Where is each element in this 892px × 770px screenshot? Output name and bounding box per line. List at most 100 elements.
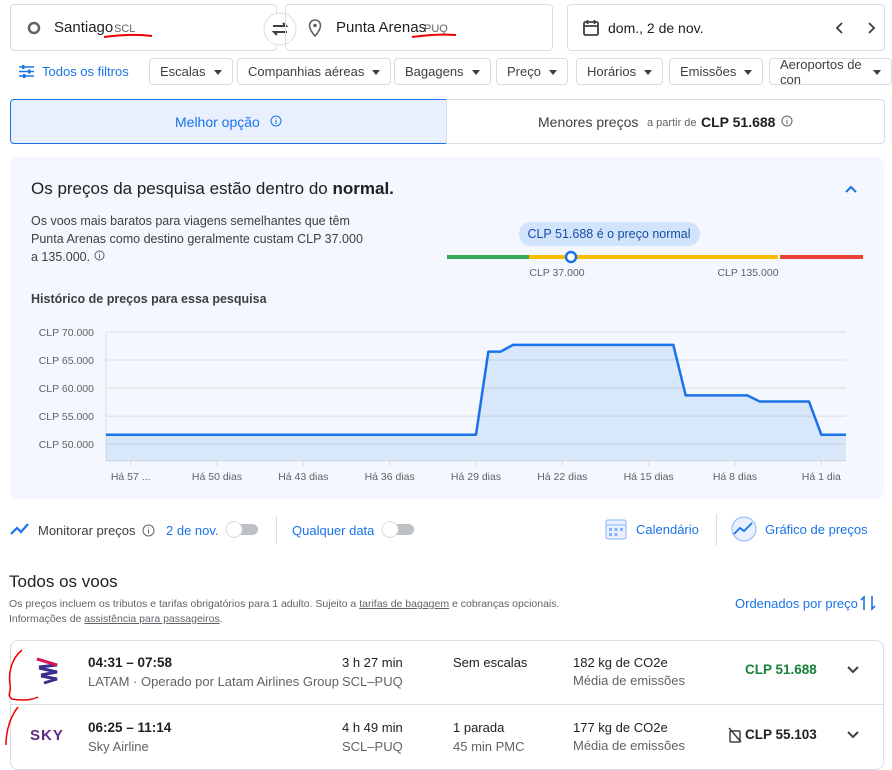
info-icon <box>781 115 793 127</box>
badge-bg <box>519 222 700 246</box>
expand-icon[interactable] <box>846 730 860 740</box>
chart-title: Histórico de preços para essa pesquisa <box>31 292 268 306</box>
divider <box>716 514 717 546</box>
x-tick-label: Há 50 dias <box>192 471 242 483</box>
filters-icon <box>19 65 34 78</box>
expand-icon[interactable] <box>846 665 860 675</box>
x-tick-label: Há 29 dias <box>451 471 501 483</box>
tab-from: a partir de <box>647 117 697 129</box>
monitor-date: 2 de nov. <box>166 523 219 538</box>
note-text: e cobranças opcionais. <box>452 598 560 610</box>
emissions: 177 kg de CO2e <box>573 720 668 735</box>
insight-description-text: Os voos mais baratos para viagens semelh… <box>31 214 363 264</box>
filter-chip[interactable]: Companhias aéreas <box>237 58 392 85</box>
emissions-note: Média de emissões <box>573 738 685 753</box>
tab-cheapest[interactable]: Menores preços a partir de CLP 51.688 <box>446 99 885 144</box>
divider <box>276 516 277 544</box>
filter-chip[interactable]: Escalas <box>149 58 233 85</box>
y-tick-label: CLP 50.000 <box>39 439 94 451</box>
destination-city: Punta Arenas <box>336 19 427 36</box>
destination-field[interactable]: Punta Arenas PUQ <box>285 4 553 51</box>
price-line <box>106 343 846 436</box>
y-tick-label: CLP 60.000 <box>39 383 94 395</box>
y-tick-label: CLP 55.000 <box>39 411 94 423</box>
airline: LATAM · Operado por Latam Airlines Group <box>88 674 339 689</box>
y-tick-label: CLP 70.000 <box>39 327 94 339</box>
filter-chip[interactable]: Horários <box>576 58 664 85</box>
flight-times: 04:31 – 07:58 <box>88 655 173 670</box>
x-tick-label: Há 57 ... <box>111 471 151 483</box>
x-tick-label: Há 1 dia <box>802 471 841 483</box>
tab-best[interactable]: Melhor opção <box>10 99 447 144</box>
collapse-icon[interactable] <box>844 184 858 194</box>
flight-row[interactable]: 04:31 – 07:58 LATAM · Operado por Latam … <box>10 640 884 704</box>
origin-field[interactable]: Santiago SCL <box>10 4 277 51</box>
calendar-button-icon <box>605 519 627 540</box>
toggle-date[interactable] <box>224 519 260 539</box>
date-field[interactable]: dom., 2 de nov. <box>567 4 885 51</box>
sort-icon <box>860 595 876 611</box>
destination-code: PUQ <box>424 23 448 35</box>
price-graph-button[interactable]: Gráfico de preços <box>765 522 868 537</box>
origin-city: Santiago <box>54 19 114 36</box>
duration: 3 h 27 min <box>342 655 403 670</box>
note-text: Os preços incluem os tributos e tarifas … <box>9 598 357 610</box>
sort-button[interactable]: Ordenados por preço <box>735 596 858 611</box>
price-gauge: CLP 51.688 é o preço normal CLP 37.000 C… <box>447 222 863 279</box>
insight-title: Os preços da pesquisa estão dentro do no… <box>31 179 394 199</box>
destination-icon <box>308 19 322 37</box>
date: dom., 2 de nov. <box>608 20 704 36</box>
filter-chip-label: Horários <box>587 64 637 79</box>
filter-chip[interactable]: Aeroportos de con <box>769 56 892 87</box>
filter-chip-label: Aeroportos de con <box>780 56 862 87</box>
gauge-marker <box>564 250 578 264</box>
baggage-link[interactable]: tarifas de bagagem <box>359 598 450 610</box>
page: {"search":{"origin":"Santiago","origin_c… <box>0 0 892 750</box>
info-icon <box>270 115 282 127</box>
filter-chip-label: Companhias aéreas <box>248 64 365 79</box>
all-filters[interactable]: Todos os filtros <box>42 64 129 79</box>
price: CLP 55.103 <box>745 727 817 742</box>
filter-chip-label: Bagagens <box>405 64 464 79</box>
stops: 1 parada <box>453 720 505 735</box>
price-graph-icon <box>731 516 757 542</box>
insight-description: Os voos mais baratos para viagens semelh… <box>31 212 371 266</box>
price: CLP 51.688 <box>745 662 817 677</box>
toggle-any-date[interactable] <box>380 519 416 539</box>
results-note: Os preços incluem os tributos e tarifas … <box>9 597 559 627</box>
airline: Sky Airline <box>88 739 149 754</box>
filter-chip[interactable]: Preço <box>496 58 568 85</box>
any-date: Qualquer data <box>292 523 375 538</box>
origin-code: SCL <box>114 23 136 35</box>
filter-chip-label: Preço <box>507 64 541 79</box>
results-title: Todos os voos <box>9 572 118 591</box>
gauge-high <box>780 255 863 259</box>
assistance-link[interactable]: assistência para passageiros <box>84 613 220 625</box>
note-text: . <box>219 613 223 625</box>
emissions-note: Média de emissões <box>573 673 685 688</box>
calendar-icon <box>583 20 599 36</box>
gauge-typical <box>529 255 778 259</box>
insight-title-prefix: Os preços da pesquisa estão dentro do <box>31 179 328 198</box>
note-text: Informações de <box>9 613 82 625</box>
gauge-high-label: CLP 135.000 <box>717 267 778 279</box>
airline-logo: SKY <box>30 727 64 744</box>
route: SCL–PUQ <box>342 674 403 689</box>
x-tick-label: Há 43 dias <box>278 471 328 483</box>
filter-chip[interactable]: Bagagens <box>394 58 491 85</box>
swap-button[interactable] <box>263 12 297 46</box>
stops: Sem escalas <box>453 655 528 670</box>
insight-title-emph: normal. <box>332 179 394 198</box>
duration: 4 h 49 min <box>342 720 403 735</box>
date-arrows[interactable] <box>834 20 878 36</box>
filter-chip-label: Escalas <box>160 64 206 79</box>
x-tick-label: Há 22 dias <box>537 471 587 483</box>
filter-chip[interactable]: Emissões <box>669 58 764 85</box>
price-history-chart: Histórico de preços para essa pesquisa C… <box>31 292 846 483</box>
calendar-button[interactable]: Calendário <box>636 522 699 537</box>
tab-price: CLP 51.688 <box>701 114 776 130</box>
stop-detail: 45 min PMC <box>453 739 525 754</box>
emissions: 182 kg de CO2e <box>573 655 668 670</box>
flight-row[interactable]: SKY 06:25 – 11:14 Sky Airline 4 h 49 min… <box>10 704 884 768</box>
origin-icon <box>27 21 41 35</box>
